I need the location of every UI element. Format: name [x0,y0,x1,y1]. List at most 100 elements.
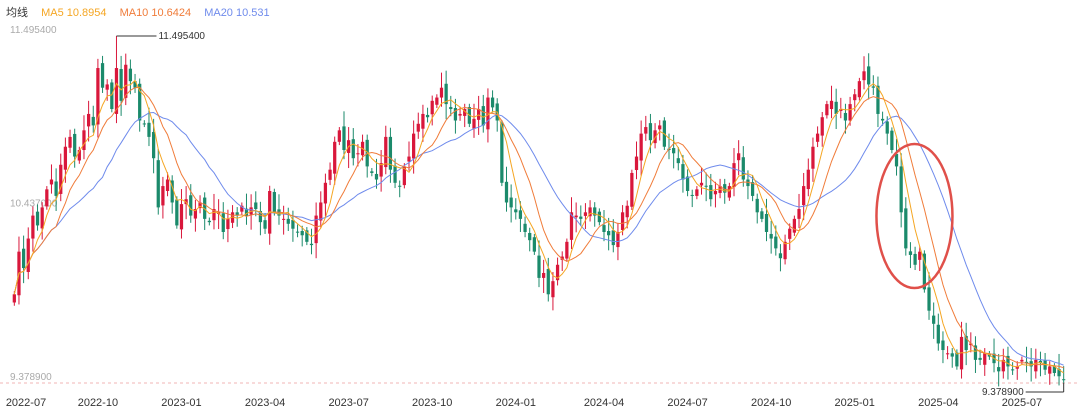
candle-body [258,211,263,223]
candle-body [472,118,476,129]
candle-body [672,148,676,154]
candle-body [574,215,578,218]
x-tick-label: 2025-01 [835,397,875,409]
candle-body [788,228,792,239]
candle-body [764,213,769,232]
candle-body [114,68,119,114]
candle-body [435,97,439,105]
candle-body [528,232,532,241]
candle-body [829,100,834,110]
candle-body [1062,379,1066,381]
candle-body [755,198,759,213]
ma5-line [13,79,1064,374]
candle-body [537,255,541,278]
candle-body [811,146,815,169]
candle-body [337,130,341,142]
candle-body [179,204,184,230]
candle-body [124,64,128,98]
candle-body [351,139,355,159]
candle-body [927,287,931,311]
candle-body [908,251,913,255]
candle-body [607,231,611,236]
candle-body [941,340,945,351]
candle-body [583,212,588,216]
candle-body [161,186,165,206]
candle-body [133,81,137,88]
x-tick-label: 2024-07 [667,397,707,409]
candle-body [987,354,992,357]
candle-body [314,215,318,244]
candle-body [1006,355,1010,367]
ma10-line [13,86,1064,369]
candle-body [142,123,146,125]
legend-ma5[interactable]: MA5 10.8954 [41,7,107,19]
candle-body [444,83,448,105]
candle-body [198,202,202,209]
candle-body [732,163,736,188]
candle-body [825,104,829,116]
candle-body [356,153,360,155]
candle-body [40,207,44,229]
candle-body [593,207,597,216]
candle-body [783,241,787,260]
candle-body [291,219,295,229]
candle-body [806,169,810,190]
candle-body [240,205,244,212]
candle-body [676,158,680,164]
candle-body [425,114,430,118]
legend-ma10[interactable]: MA10 10.6424 [119,7,192,19]
candle-body [894,153,899,167]
candle-body [244,208,249,216]
x-tick-label: 2023-01 [161,397,201,409]
candle-body [458,113,462,116]
candle-body [690,194,694,196]
candle-body [203,197,207,219]
candle-body [555,264,560,281]
legend-ma20[interactable]: MA20 10.531 [204,7,270,19]
legend: 均线 MA5 10.8954 MA10 10.6424 MA20 10.531 [6,4,280,20]
candle-body [514,209,518,213]
candle-body [709,185,713,200]
candle-body [105,84,109,90]
candle-body [189,195,193,216]
candle-body [221,213,225,232]
candle-body [890,130,894,151]
candle-body [532,237,536,252]
candle-body [969,343,973,346]
candle-body [611,230,615,246]
candle-body [1038,360,1043,364]
candle-body [226,218,230,230]
candle-body [625,205,629,218]
candle-body [509,197,513,208]
candle-body [857,81,862,98]
candle-body [597,211,601,223]
candle-body [1024,361,1029,364]
candle-body [110,82,114,110]
candle-body [379,163,383,177]
candle-body [1052,366,1057,373]
candle-body [212,209,216,221]
candle-body [374,173,379,180]
x-tick-label: 2025-04 [918,397,958,409]
candle-body [565,241,569,259]
candle-body [1015,366,1019,369]
candle-body [737,153,741,161]
candle-body [49,179,54,185]
candle-body [490,97,495,108]
candle-body [704,185,708,187]
candle-body [685,176,690,191]
x-tick-label: 2025-07 [1002,397,1042,409]
candle-body [978,357,982,360]
candle-body [834,101,838,114]
candle-body [384,136,388,168]
candle-body [880,118,885,121]
candle-body [393,165,397,183]
candle-body [588,207,592,217]
x-tick-label: 2024-10 [751,397,791,409]
candle-body [904,208,908,249]
candle-body [319,202,323,221]
candle-body [439,87,444,98]
candle-body [778,253,783,259]
candle-body [170,180,174,203]
